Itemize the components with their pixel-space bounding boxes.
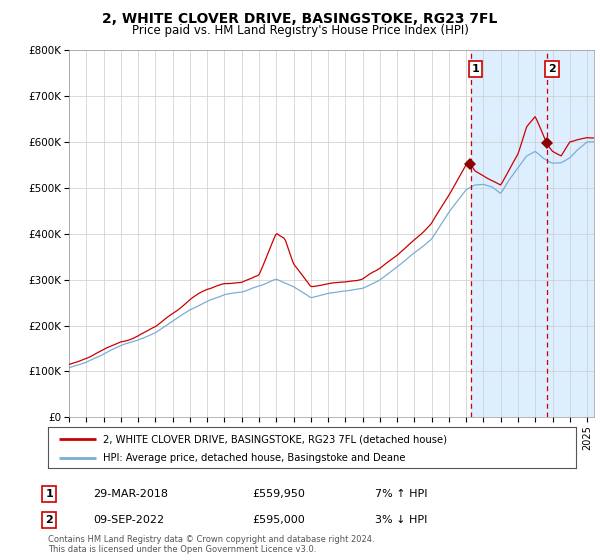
Text: 3% ↓ HPI: 3% ↓ HPI — [375, 515, 427, 525]
Text: 1: 1 — [46, 489, 53, 499]
Text: £595,000: £595,000 — [252, 515, 305, 525]
Text: 2: 2 — [46, 515, 53, 525]
Text: 7% ↑ HPI: 7% ↑ HPI — [375, 489, 427, 499]
Text: 09-SEP-2022: 09-SEP-2022 — [93, 515, 164, 525]
Text: 29-MAR-2018: 29-MAR-2018 — [93, 489, 168, 499]
Bar — [470, 50, 600, 417]
Text: £559,950: £559,950 — [252, 489, 305, 499]
Text: HPI: Average price, detached house, Basingstoke and Deane: HPI: Average price, detached house, Basi… — [103, 452, 406, 463]
Text: 2: 2 — [548, 64, 556, 74]
Text: 2, WHITE CLOVER DRIVE, BASINGSTOKE, RG23 7FL (detached house): 2, WHITE CLOVER DRIVE, BASINGSTOKE, RG23… — [103, 435, 448, 445]
Text: 1: 1 — [472, 64, 479, 74]
Text: Price paid vs. HM Land Registry's House Price Index (HPI): Price paid vs. HM Land Registry's House … — [131, 24, 469, 36]
Text: 2, WHITE CLOVER DRIVE, BASINGSTOKE, RG23 7FL: 2, WHITE CLOVER DRIVE, BASINGSTOKE, RG23… — [103, 12, 497, 26]
Text: Contains HM Land Registry data © Crown copyright and database right 2024.
This d: Contains HM Land Registry data © Crown c… — [48, 535, 374, 554]
